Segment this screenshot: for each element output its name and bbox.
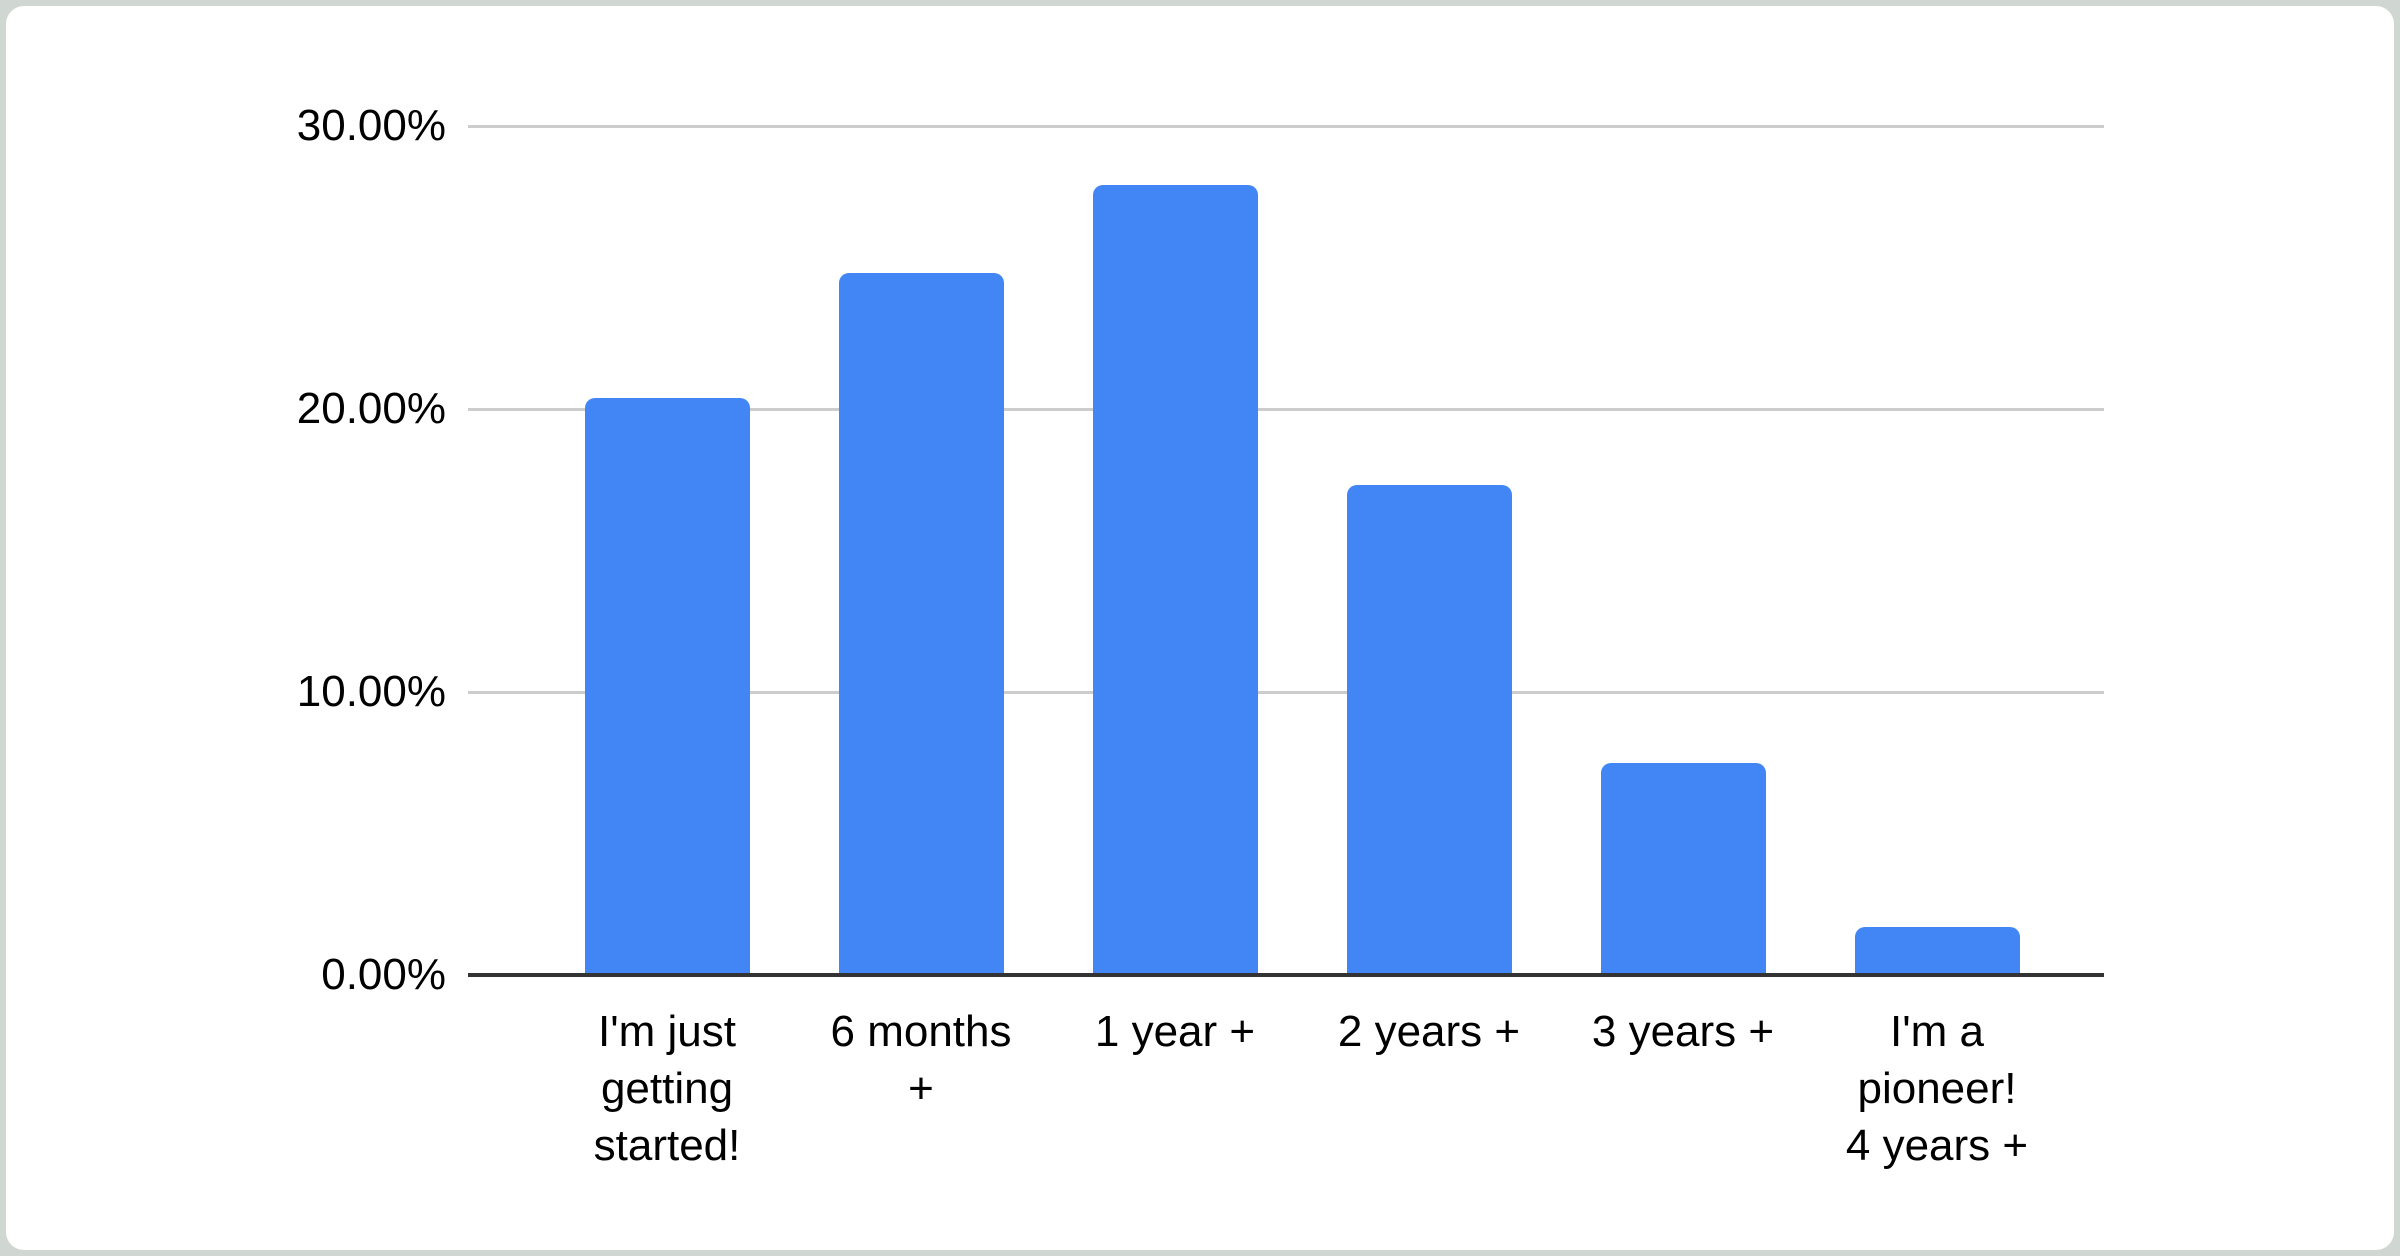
bar-2[interactable] — [838, 273, 1004, 975]
y-axis-tick-label: 30.00% — [296, 101, 446, 150]
bar-4[interactable] — [1346, 485, 1512, 975]
x-axis-line — [468, 973, 2104, 977]
chart-card: 30.00% 20.00% 10.00% 0.00% I'm just getting… — [6, 6, 2394, 1250]
x-axis-category-label: 3 years + — [1591, 1007, 1775, 1056]
x-axis-category-label: I'm a pioneer! 4 years + — [1845, 1007, 2029, 1170]
bar-1[interactable] — [584, 397, 750, 975]
bar-3[interactable] — [1092, 185, 1258, 975]
gridline — [468, 408, 2104, 411]
y-axis: 30.00% 20.00% 10.00% 0.00% — [6, 101, 446, 999]
x-axis-category-label: 1 year + — [1094, 1007, 1256, 1056]
x-axis: I'm just getting started! 6 months + 1 yea… — [468, 1003, 2104, 1233]
gridline — [468, 125, 2104, 128]
x-axis-category-label: 2 years + — [1337, 1007, 1521, 1056]
y-axis-tick-label: 10.00% — [296, 667, 446, 716]
bar-6[interactable] — [1854, 926, 2020, 975]
x-axis-category-label: 6 months + — [830, 1007, 1012, 1113]
plot-area — [468, 125, 2104, 977]
gridline — [468, 691, 2104, 694]
x-axis-category-label: I'm just getting started! — [593, 1007, 741, 1170]
bar-5[interactable] — [1600, 762, 1766, 975]
y-axis-tick-label: 0.00% — [321, 950, 446, 999]
y-axis-tick-label: 20.00% — [296, 384, 446, 433]
